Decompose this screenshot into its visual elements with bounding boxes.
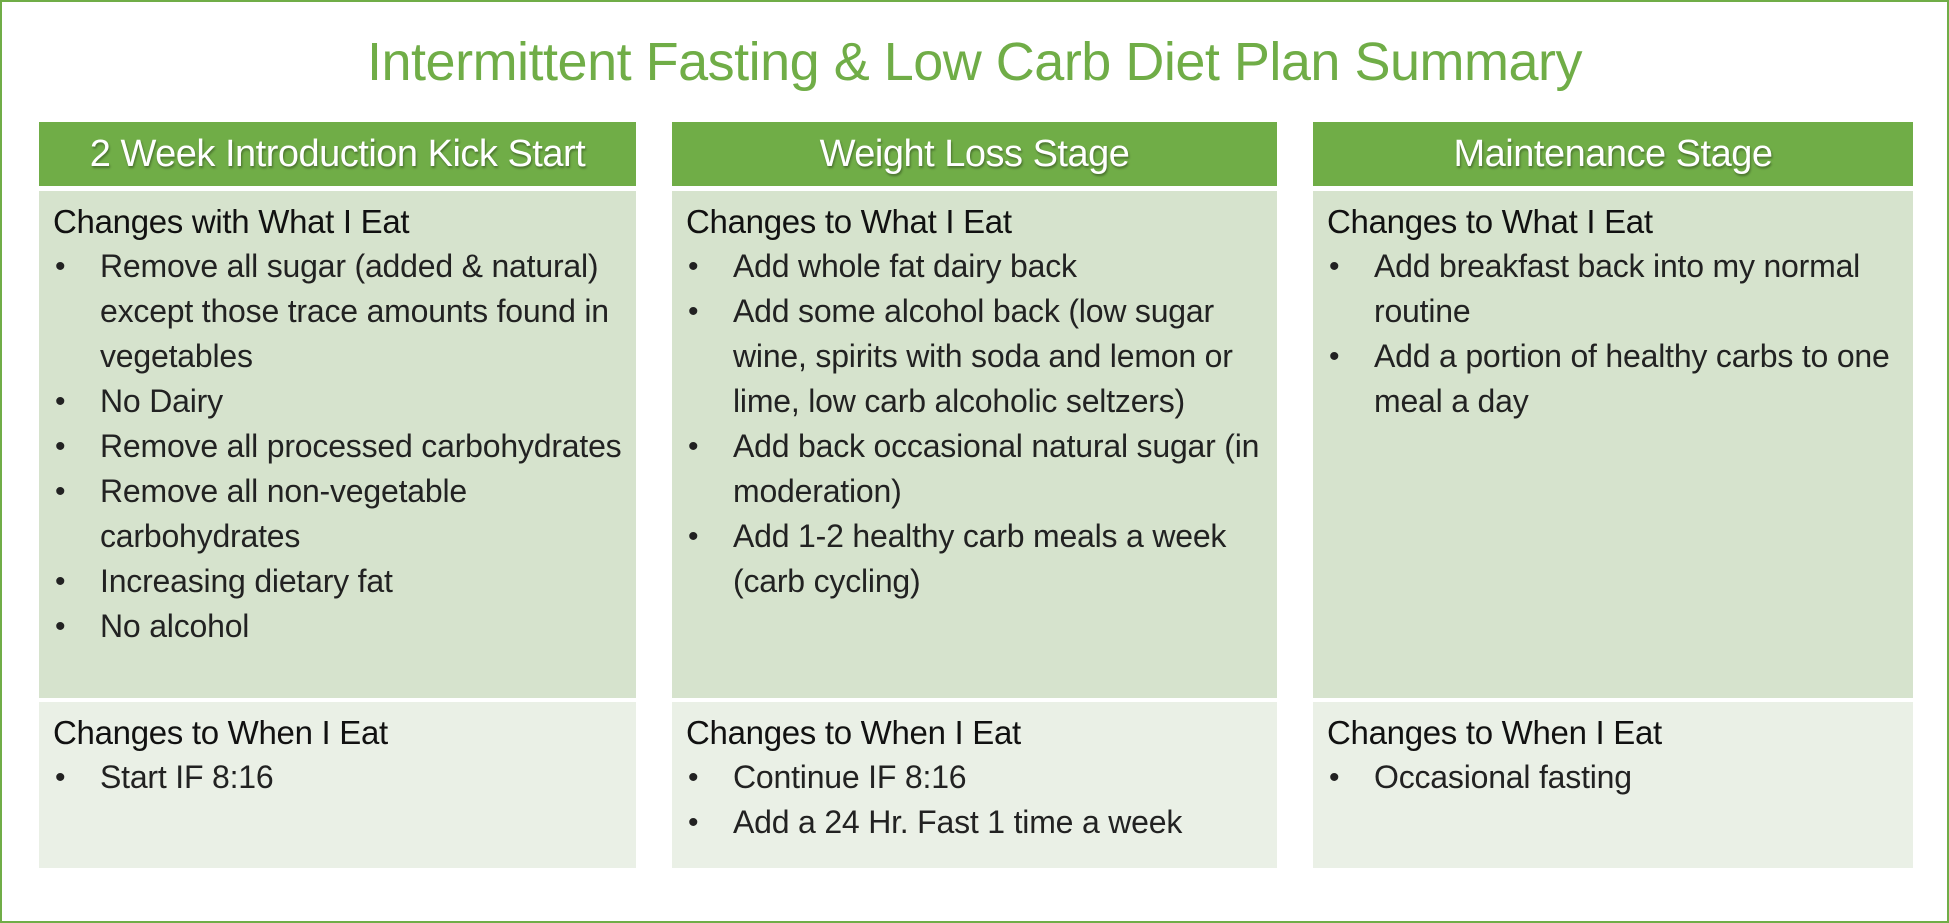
bullet-list: Start IF 8:16 [53, 755, 622, 800]
list-item: Remove all non-vegetable carbohydrates [53, 469, 622, 559]
bullet-list: Add whole fat dairy back Add some alcoho… [686, 244, 1263, 604]
list-item: Add breakfast back into my normal routin… [1327, 244, 1899, 334]
list-item: Add a portion of healthy carbs to one me… [1327, 334, 1899, 424]
stage-header: Weight Loss Stage [672, 122, 1277, 186]
what-i-eat-section: Changes to What I Eat Add whole fat dair… [672, 191, 1277, 698]
stage-header: Maintenance Stage [1313, 122, 1913, 186]
list-item: Add whole fat dairy back [686, 244, 1263, 289]
section-title: Changes to What I Eat [1327, 203, 1653, 240]
list-item: Continue IF 8:16 [686, 755, 1263, 800]
bullet-list: Occasional fasting [1327, 755, 1899, 800]
list-item: Add back occasional natural sugar (in mo… [686, 424, 1263, 514]
what-i-eat-section: Changes to What I Eat Add breakfast back… [1313, 191, 1913, 698]
stage-column-weight-loss: Weight Loss Stage Changes to What I Eat … [672, 122, 1277, 868]
section-title: Changes to When I Eat [53, 714, 388, 751]
bullet-list: Remove all sugar (added & natural) excep… [53, 244, 622, 649]
list-item: Add a 24 Hr. Fast 1 time a week [686, 800, 1263, 845]
list-item: Add 1-2 healthy carb meals a week (carb … [686, 514, 1263, 604]
section-title: Changes to When I Eat [686, 714, 1021, 751]
what-i-eat-section: Changes with What I Eat Remove all sugar… [39, 191, 636, 698]
stage-column-kick-start: 2 Week Introduction Kick Start Changes w… [39, 122, 636, 868]
list-item: No Dairy [53, 379, 622, 424]
list-item: No alcohol [53, 604, 622, 649]
list-item: Remove all sugar (added & natural) excep… [53, 244, 622, 379]
section-title: Changes to What I Eat [686, 203, 1012, 240]
when-i-eat-section: Changes to When I Eat Continue IF 8:16 A… [672, 702, 1277, 868]
list-item: Add some alcohol back (low sugar wine, s… [686, 289, 1263, 424]
stage-column-maintenance: Maintenance Stage Changes to What I Eat … [1313, 122, 1913, 868]
section-title: Changes with What I Eat [53, 203, 410, 240]
list-item: Increasing dietary fat [53, 559, 622, 604]
stage-header: 2 Week Introduction Kick Start [39, 122, 636, 186]
bullet-list: Add breakfast back into my normal routin… [1327, 244, 1899, 424]
list-item: Occasional fasting [1327, 755, 1899, 800]
section-title: Changes to When I Eat [1327, 714, 1662, 751]
when-i-eat-section: Changes to When I Eat Occasional fasting [1313, 702, 1913, 868]
list-item: Remove all processed carbohydrates [53, 424, 622, 469]
bullet-list: Continue IF 8:16 Add a 24 Hr. Fast 1 tim… [686, 755, 1263, 845]
page-title: Intermittent Fasting & Low Carb Diet Pla… [367, 32, 1582, 92]
when-i-eat-section: Changes to When I Eat Start IF 8:16 [39, 702, 636, 868]
list-item: Start IF 8:16 [53, 755, 622, 800]
